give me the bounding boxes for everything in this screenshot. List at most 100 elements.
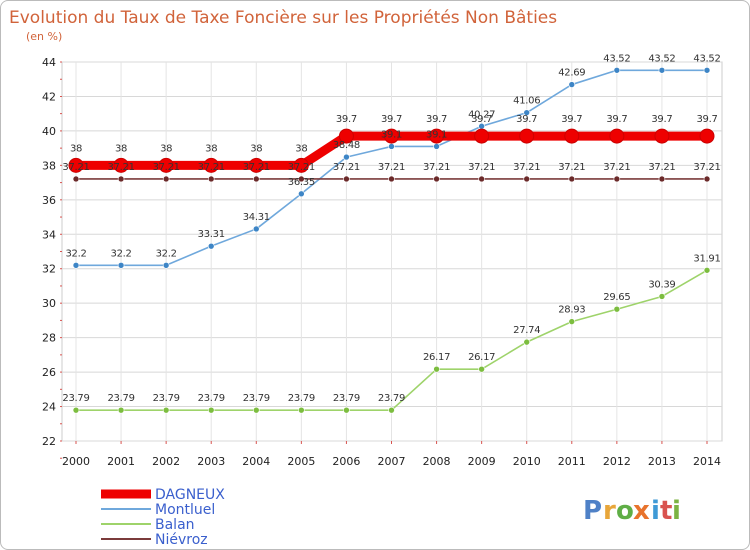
point-niévroz-2014	[703, 175, 711, 183]
point-montluel-2000	[72, 261, 80, 269]
point-dagneux-2009	[474, 128, 490, 144]
point-niévroz-2002	[162, 175, 170, 183]
point-niévroz-2005	[298, 175, 305, 183]
point-montluel-2004	[252, 225, 260, 233]
data-label-dagneux-2006: 39.7	[336, 114, 357, 125]
point-dagneux-2004	[248, 157, 264, 173]
y-tick-label-22: 22	[42, 435, 56, 448]
legend-label-balan: Balan	[155, 517, 195, 533]
point-dagneux-2005	[293, 157, 309, 173]
data-label-montluel-2007: 39.1	[381, 129, 402, 140]
data-label-balan-2013: 30.39	[648, 279, 675, 290]
data-label-montluel-2010: 41.06	[513, 96, 540, 107]
data-label-balan-2009: 26.17	[468, 352, 495, 363]
point-niévroz-2003	[207, 175, 215, 183]
data-label-niévroz-2006: 37.21	[333, 162, 360, 173]
y-tick-label-40: 40	[42, 125, 56, 138]
y-tick-label-28: 28	[42, 332, 56, 345]
point-niévroz-2013	[658, 175, 666, 183]
data-label-montluel-2002: 32.2	[156, 248, 177, 259]
point-dagneux-2013	[654, 128, 670, 144]
y-tick-label-44: 44	[42, 56, 56, 69]
y-tick-label-26: 26	[42, 366, 56, 379]
data-label-dagneux-2014: 39.7	[696, 114, 717, 125]
x-tick-label-2006: 2006	[332, 455, 360, 468]
point-montluel-2003	[207, 242, 215, 250]
point-dagneux-2007	[384, 128, 399, 144]
point-balan-2012	[613, 305, 621, 313]
legend-label-montluel: Montluel	[155, 502, 215, 518]
y-axis-ticks: 22 24 26 28 30 32 34 36 38 40 42 44	[42, 56, 62, 459]
point-niévroz-2006	[343, 175, 350, 183]
data-label-niévroz-2002: 37.21	[153, 162, 180, 173]
x-tick-label-2003: 2003	[197, 455, 225, 468]
y-tick-label-32: 32	[42, 263, 56, 276]
y-tick-label-42: 42	[42, 90, 56, 103]
point-niévroz-2008	[433, 175, 440, 183]
chart-title: Evolution du Taux de Taxe Foncière sur l…	[9, 8, 557, 28]
legend-label-niévroz: Niévroz	[155, 532, 208, 548]
series-lines	[68, 66, 715, 414]
point-balan-2014	[703, 266, 711, 274]
data-label-dagneux-2002: 38	[160, 143, 172, 154]
data-label-balan-2012: 29.65	[603, 292, 630, 303]
data-label-balan-2011: 28.93	[558, 305, 585, 316]
y-tick-label-38: 38	[42, 159, 56, 172]
data-label-balan-2006: 23.79	[333, 393, 360, 404]
point-niévroz-2011	[568, 175, 576, 183]
data-label-niévroz-2003: 37.21	[198, 162, 225, 173]
x-tick-label-2002: 2002	[152, 455, 180, 468]
point-montluel-2005	[298, 190, 305, 198]
data-label-dagneux-2009: 39.7	[471, 114, 492, 125]
data-label-balan-2005: 23.79	[288, 393, 315, 404]
point-dagneux-2014	[699, 128, 715, 144]
data-label-montluel-2009: 40.27	[468, 109, 495, 120]
x-tick-label-2007: 2007	[378, 455, 406, 468]
point-niévroz-2012	[613, 175, 621, 183]
data-label-niévroz-2011: 37.21	[558, 162, 585, 173]
data-label-dagneux-2003: 38	[205, 143, 217, 154]
point-dagneux-2010	[519, 128, 535, 144]
point-niévroz-2004	[252, 175, 260, 183]
point-montluel-2014	[703, 66, 711, 74]
y-tick-label-24: 24	[42, 401, 56, 414]
point-dagneux-2001	[113, 157, 129, 173]
point-balan-2002	[162, 406, 170, 414]
logo-letter-1: r	[603, 496, 616, 526]
point-niévroz-2009	[478, 175, 485, 183]
logo-letter-0: P	[583, 496, 602, 526]
x-tick-label-2013: 2013	[648, 455, 676, 468]
data-label-niévroz-2012: 37.21	[603, 162, 630, 173]
chart-subtitle: (en %)	[26, 30, 62, 43]
x-tick-label-2009: 2009	[468, 455, 496, 468]
point-balan-2013	[658, 293, 666, 300]
y-tick-label-34: 34	[42, 228, 56, 241]
point-dagneux-2003	[203, 157, 219, 173]
data-label-balan-2003: 23.79	[198, 393, 225, 404]
data-label-niévroz-2007: 37.21	[378, 162, 405, 173]
point-balan-2008	[433, 365, 440, 373]
logo-letter-3: x	[633, 496, 650, 526]
data-label-balan-2014: 31.91	[693, 253, 720, 264]
data-label-dagneux-2005: 38	[295, 143, 307, 154]
x-tick-label-2014: 2014	[693, 455, 721, 468]
data-label-montluel-2000: 32.2	[65, 248, 86, 259]
data-label-dagneux-2012: 39.7	[606, 114, 627, 125]
point-balan-2011	[568, 318, 576, 325]
point-niévroz-2007	[388, 175, 395, 183]
data-label-balan-2001: 23.79	[108, 393, 135, 404]
point-montluel-2007	[388, 143, 395, 150]
point-dagneux-2006	[338, 128, 354, 144]
point-niévroz-2010	[523, 175, 531, 183]
point-montluel-2002	[162, 261, 170, 269]
point-balan-2007	[388, 406, 395, 414]
data-label-montluel-2003: 33.31	[198, 229, 225, 240]
point-dagneux-2008	[429, 128, 445, 144]
y-tick-label-30: 30	[42, 297, 56, 310]
point-balan-2003	[207, 406, 215, 414]
point-balan-2005	[298, 406, 305, 414]
data-label-montluel-2005: 36.35	[288, 177, 315, 188]
data-label-montluel-2006: 38.48	[333, 140, 360, 151]
